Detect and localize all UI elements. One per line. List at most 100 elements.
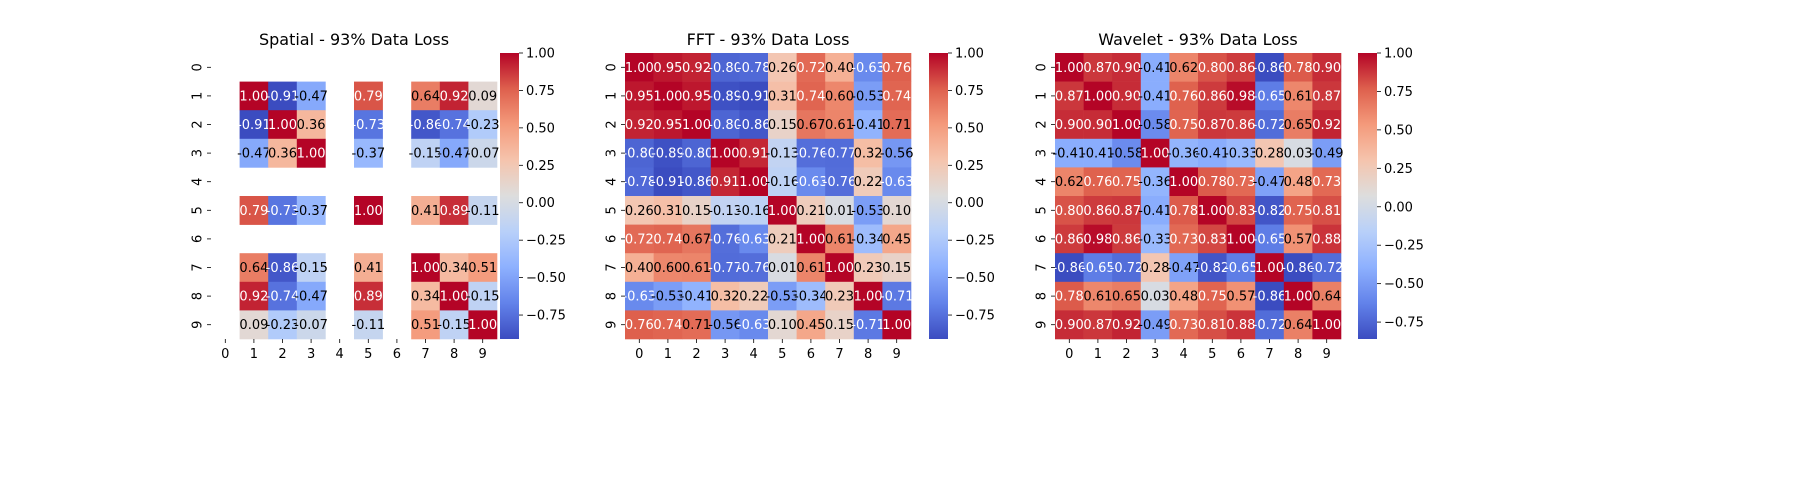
cell-value-label: -0.53 <box>851 89 885 104</box>
x-tick-label: 8 <box>1294 347 1302 362</box>
cell-value-label: 0.28 <box>1141 261 1170 276</box>
colorbar <box>929 53 948 339</box>
cell-value-label: -0.49 <box>1138 318 1172 333</box>
heatmap-cell <box>825 224 855 254</box>
cell-value-label: 0.36 <box>268 147 297 162</box>
heatmap-cell <box>1312 81 1342 111</box>
heatmap-cell <box>1283 81 1313 111</box>
cell-value-label: 1.00 <box>1055 61 1084 76</box>
cell-value-label: -0.78 <box>737 61 771 76</box>
heatmap-cell <box>710 53 740 82</box>
y-tick-label: 5 <box>191 206 206 214</box>
heatmap-cell <box>882 138 912 168</box>
cell-value-label: 0.78 <box>1284 61 1313 76</box>
heatmap-cell <box>439 196 469 225</box>
heatmap-cell <box>653 281 683 311</box>
cell-value-label: 1.00 <box>768 204 797 219</box>
y-tick-label: 1 <box>191 92 206 100</box>
x-tick-label: 2 <box>278 347 286 362</box>
x-tick-label: 3 <box>1151 347 1159 362</box>
cell-value-label: 0.74 <box>653 318 682 333</box>
cell-value-label: 0.88 <box>1226 318 1255 333</box>
heatmap-cell <box>468 310 498 340</box>
heatmap-cell <box>1255 224 1285 254</box>
cell-value-label: 0.87 <box>1055 89 1084 104</box>
heatmap-cell <box>1112 310 1142 340</box>
cell-value-label: 0.10 <box>768 318 797 333</box>
cell-value-label: -0.76 <box>794 147 828 162</box>
cell-value-label: -0.56 <box>708 318 742 333</box>
heatmap-cell <box>739 281 769 311</box>
cell-value-label: 0.87 <box>1112 204 1141 219</box>
heatmap-cell <box>653 167 683 197</box>
heatmap-cell <box>239 253 269 283</box>
cell-value-label: -0.65 <box>1253 89 1287 104</box>
cell-value-label: -0.72 <box>1110 261 1144 276</box>
y-tick-label: 3 <box>1035 149 1050 157</box>
cell-value-label: 0.64 <box>239 261 268 276</box>
cell-value-label: 0.48 <box>1169 290 1198 305</box>
cell-value-label: 1.00 <box>653 89 682 104</box>
heatmap-cell <box>682 281 712 311</box>
heatmap-cell <box>653 110 683 140</box>
heatmap-cell <box>1055 81 1084 111</box>
heatmap-cell <box>1169 167 1199 197</box>
heatmap-cell <box>825 81 855 111</box>
heatmap-cell <box>354 253 383 283</box>
heatmap-cell <box>1283 110 1313 140</box>
heatmap-cell <box>796 253 826 283</box>
y-tick-label: 1 <box>1035 92 1050 100</box>
heatmap-cell <box>1169 281 1199 311</box>
cell-value-label: 0.26 <box>768 61 797 76</box>
cell-value-label: 0.90 <box>1055 118 1084 133</box>
x-tick-label: 9 <box>479 347 487 362</box>
cell-value-label: 0.72 <box>625 232 654 247</box>
x-tick-label: 4 <box>750 347 758 362</box>
cell-value-label: 0.34 <box>411 290 440 305</box>
cell-value-label: 0.75 <box>1112 175 1141 190</box>
x-tick-label: 8 <box>864 347 872 362</box>
cell-value-label: 0.80 <box>1055 204 1084 219</box>
heatmap-cell <box>1226 53 1256 82</box>
cell-value-label: 1.00 <box>1112 118 1141 133</box>
cell-value-label: -0.41 <box>1138 61 1172 76</box>
colorbar-tick-label: −0.75 <box>1384 316 1424 331</box>
heatmap-cell <box>768 167 797 197</box>
cell-value-label: 0.95 <box>625 89 654 104</box>
heatmap-cell <box>239 138 269 168</box>
x-tick-label: 3 <box>721 347 729 362</box>
heatmap-cell <box>796 224 826 254</box>
heatmap-cell <box>682 167 712 197</box>
cell-value-label: 0.76 <box>1169 89 1198 104</box>
x-tick-label: 6 <box>393 347 401 362</box>
cell-value-label: -0.56 <box>880 147 914 162</box>
cell-value-label: 1.00 <box>354 204 383 219</box>
cell-value-label: 0.61 <box>796 261 825 276</box>
cell-value-label: -0.73 <box>266 204 300 219</box>
cell-value-label: -0.37 <box>294 204 328 219</box>
colorbar <box>500 53 519 339</box>
heatmap-cell <box>1083 281 1113 311</box>
heatmap-cell <box>354 81 383 111</box>
cell-value-label: -0.16 <box>737 204 771 219</box>
heatmap-cell <box>1169 138 1199 168</box>
cell-value-label: -0.15 <box>466 290 500 305</box>
heatmap-cell <box>682 310 712 340</box>
heatmap-cell <box>1198 81 1227 111</box>
cell-value-label: 0.61 <box>825 118 854 133</box>
heatmap-cell <box>296 110 326 140</box>
heatmap-cell <box>682 253 712 283</box>
heatmap-cell <box>825 281 855 311</box>
cell-value-label: 0.65 <box>1112 290 1141 305</box>
x-tick-label: 7 <box>1265 347 1273 362</box>
cell-value-label: 0.51 <box>468 261 497 276</box>
heatmap-cell <box>1198 196 1227 225</box>
heatmap-cell <box>268 110 298 140</box>
y-tick-label: 2 <box>191 120 206 128</box>
heatmap-cell <box>882 310 912 340</box>
heatmap-cell <box>296 138 326 168</box>
cell-value-label: -0.58 <box>1110 147 1144 162</box>
